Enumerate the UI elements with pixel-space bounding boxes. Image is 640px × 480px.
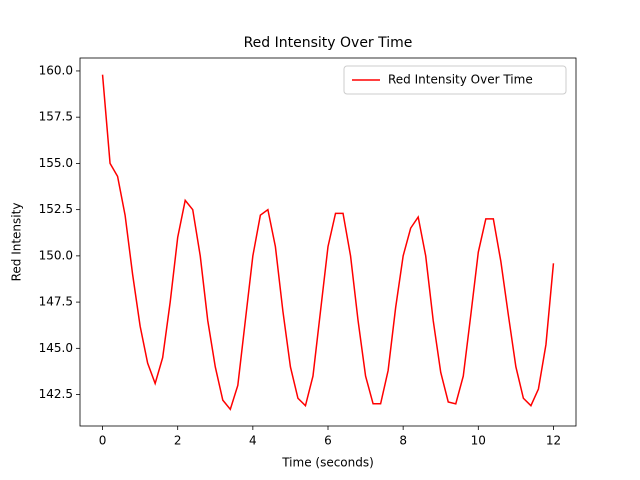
- y-tick-label: 157.5: [39, 110, 73, 124]
- y-tick-label: 145.0: [39, 341, 73, 355]
- y-tick-label: 147.5: [39, 295, 73, 309]
- y-tick-label: 142.5: [39, 387, 73, 401]
- x-tick-label: 10: [471, 434, 486, 448]
- x-tick-label: 2: [174, 434, 182, 448]
- y-tick-label: 150.0: [39, 248, 73, 262]
- axes-frame: [79, 57, 577, 427]
- x-tick-label: 0: [99, 434, 107, 448]
- x-axis-label: Time (seconds): [281, 456, 374, 470]
- y-tick-label: 152.5: [39, 202, 73, 216]
- x-tick-label: 8: [399, 434, 407, 448]
- y-axis-label: Red Intensity: [10, 203, 24, 282]
- legend-label: Red Intensity Over Time: [388, 73, 533, 87]
- x-tick-label: 6: [324, 434, 332, 448]
- legend-box: [343, 65, 567, 95]
- y-tick-label: 160.0: [39, 63, 73, 77]
- chart-title: Red Intensity Over Time: [244, 35, 413, 51]
- x-tick-label: 12: [546, 434, 561, 448]
- y-tick-label: 155.0: [39, 156, 73, 170]
- x-tick-label: 4: [249, 434, 257, 448]
- line-series: [101, 74, 555, 411]
